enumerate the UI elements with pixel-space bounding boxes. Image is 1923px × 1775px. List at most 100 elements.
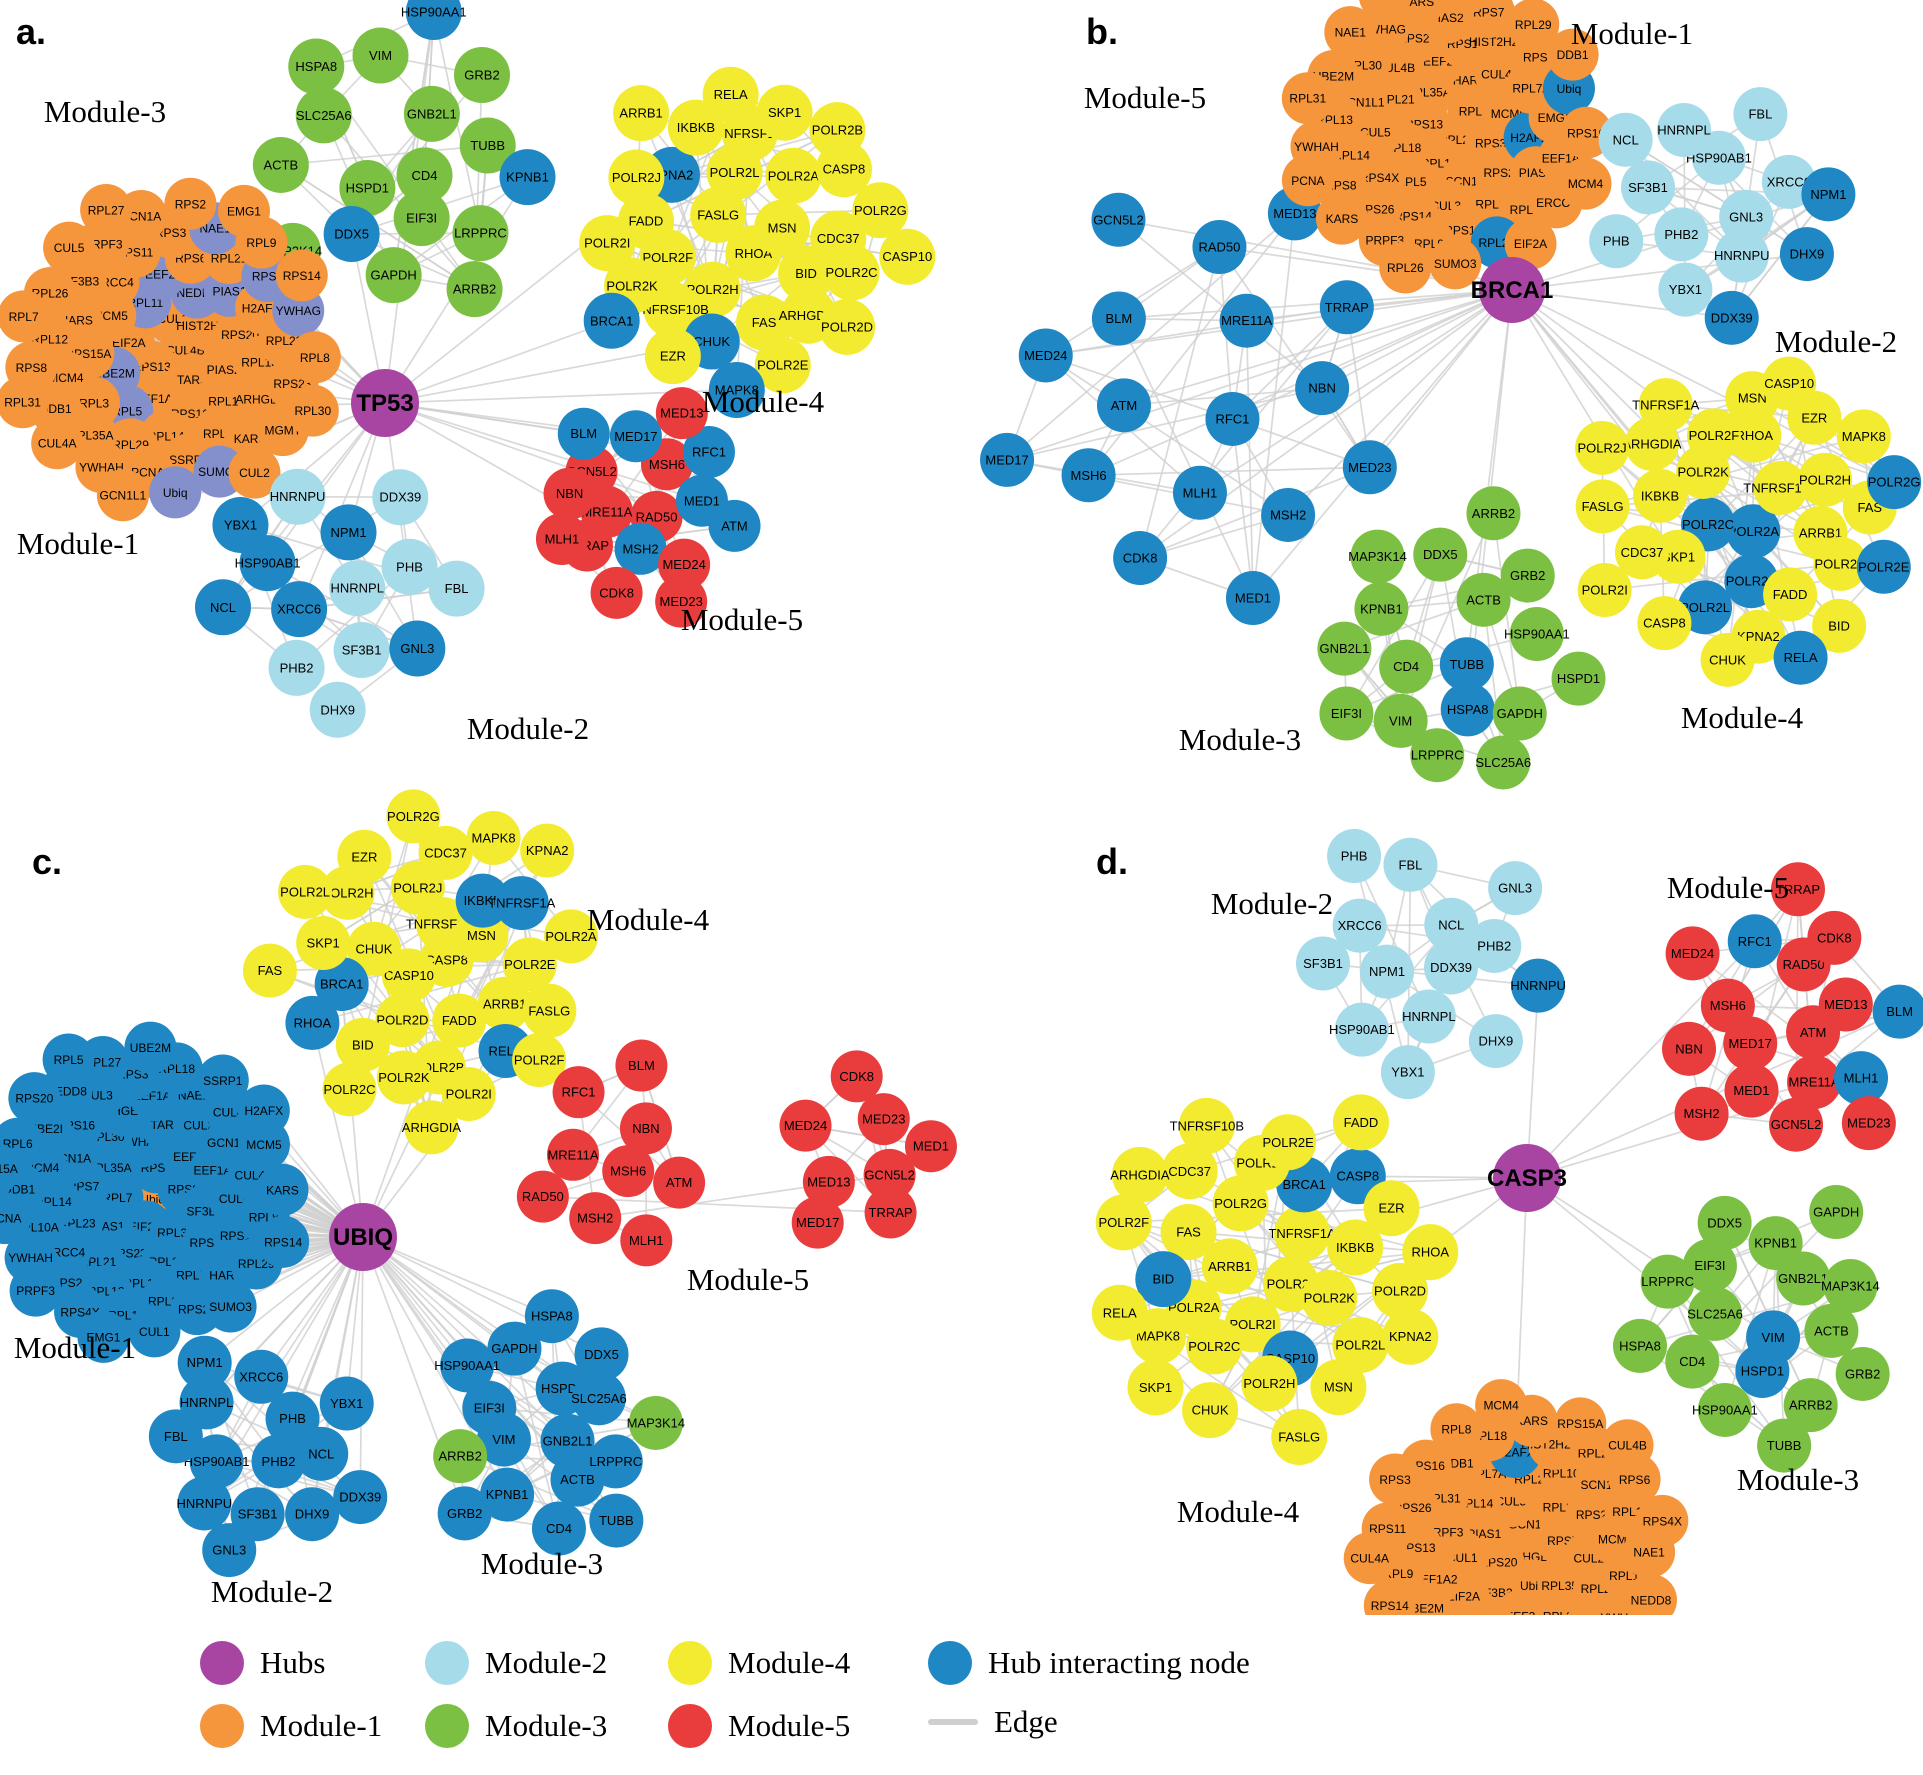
protein-node[interactable] xyxy=(252,136,309,193)
protein-node[interactable] xyxy=(365,247,422,304)
protein-node[interactable] xyxy=(1296,936,1351,991)
protein-node[interactable] xyxy=(296,915,351,970)
protein-node[interactable] xyxy=(779,1099,832,1152)
protein-node[interactable] xyxy=(702,66,759,123)
protein-node[interactable] xyxy=(329,560,386,617)
protein-node[interactable] xyxy=(1260,1114,1317,1171)
protein-node[interactable] xyxy=(614,522,667,575)
protein-node[interactable] xyxy=(1507,0,1560,51)
protein-node[interactable] xyxy=(1379,639,1434,694)
protein-node[interactable] xyxy=(1241,1355,1298,1412)
protein-node[interactable] xyxy=(1665,1334,1720,1389)
protein-node[interactable] xyxy=(1509,607,1564,662)
protein-node[interactable] xyxy=(1559,157,1612,210)
protein-node[interactable] xyxy=(1637,596,1692,651)
protein-node[interactable] xyxy=(43,221,96,274)
protein-node[interactable] xyxy=(531,1501,586,1556)
protein-node[interactable] xyxy=(1413,527,1468,582)
protein-node[interactable] xyxy=(1682,1238,1737,1293)
protein-node[interactable] xyxy=(31,417,84,470)
protein-node[interactable] xyxy=(736,294,793,351)
protein-node[interactable] xyxy=(278,864,333,919)
protein-node[interactable] xyxy=(520,823,575,878)
protein-node[interactable] xyxy=(1798,452,1853,507)
protein-node[interactable] xyxy=(1342,440,1397,495)
protein-node[interactable] xyxy=(608,149,665,206)
protein-node[interactable] xyxy=(195,579,252,636)
protein-node[interactable] xyxy=(1560,106,1613,159)
protein-node[interactable] xyxy=(1410,728,1465,783)
protein-node[interactable] xyxy=(1319,280,1374,335)
protein-node[interactable] xyxy=(1727,914,1782,969)
protein-node[interactable] xyxy=(1161,1143,1218,1200)
protein-node[interactable] xyxy=(1350,529,1405,584)
protein-node[interactable] xyxy=(1332,898,1387,953)
protein-node[interactable] xyxy=(1430,1403,1483,1456)
protein-node[interactable] xyxy=(1807,910,1862,965)
protein-node[interactable] xyxy=(1488,861,1543,916)
protein-node[interactable] xyxy=(1575,420,1630,475)
protein-node[interactable] xyxy=(1380,1045,1435,1100)
protein-node[interactable] xyxy=(96,469,149,522)
protein-node[interactable] xyxy=(552,1066,605,1119)
protein-node[interactable] xyxy=(1769,1097,1824,1152)
protein-node[interactable] xyxy=(1379,241,1432,294)
protein-node[interactable] xyxy=(1753,460,1808,515)
protein-node[interactable] xyxy=(863,1148,916,1201)
protein-node[interactable] xyxy=(1762,356,1817,411)
protein-node[interactable] xyxy=(1654,207,1709,262)
protein-node[interactable] xyxy=(516,1170,569,1223)
protein-node[interactable] xyxy=(1201,1238,1258,1295)
protein-node[interactable] xyxy=(499,149,556,206)
protein-node[interactable] xyxy=(579,215,636,272)
protein-node[interactable] xyxy=(403,85,460,142)
protein-node[interactable] xyxy=(441,1067,496,1122)
protein-node[interactable] xyxy=(1836,409,1891,464)
protein-node[interactable] xyxy=(1113,531,1168,586)
protein-node[interactable] xyxy=(602,1145,655,1198)
protein-node[interactable] xyxy=(1500,548,1555,603)
protein-node[interactable] xyxy=(202,1523,257,1578)
protein-node[interactable] xyxy=(809,102,866,159)
protein-node[interactable] xyxy=(1274,1205,1331,1262)
protein-node[interactable] xyxy=(288,38,345,95)
hub-node[interactable] xyxy=(1479,257,1545,323)
protein-node[interactable] xyxy=(879,228,936,285)
protein-node[interactable] xyxy=(0,376,49,429)
protein-node[interactable] xyxy=(323,206,380,263)
protein-node[interactable] xyxy=(8,1072,61,1125)
protein-node[interactable] xyxy=(42,1033,95,1086)
protein-node[interactable] xyxy=(1182,1382,1239,1439)
protein-node[interactable] xyxy=(1700,978,1755,1033)
protein-node[interactable] xyxy=(904,1120,957,1173)
protein-node[interactable] xyxy=(462,1380,517,1435)
protein-node[interactable] xyxy=(569,1192,622,1245)
protein-node[interactable] xyxy=(268,639,325,696)
protein-node[interactable] xyxy=(1332,1094,1389,1151)
protein-node[interactable] xyxy=(459,117,516,174)
protein-node[interactable] xyxy=(1091,1284,1148,1341)
protein-node[interactable] xyxy=(440,1338,495,1393)
protein-node[interactable] xyxy=(80,183,133,236)
protein-node[interactable] xyxy=(1633,468,1688,523)
protein-node[interactable] xyxy=(1636,1494,1689,1547)
protein-node[interactable] xyxy=(1546,28,1599,81)
protein-node[interactable] xyxy=(1439,0,1491,15)
protein-node[interactable] xyxy=(1700,632,1755,687)
protein-node[interactable] xyxy=(571,1371,626,1426)
protein-node[interactable] xyxy=(228,446,281,499)
protein-node[interactable] xyxy=(791,1196,844,1249)
protein-node[interactable] xyxy=(286,384,339,437)
protein-node[interactable] xyxy=(257,1215,310,1268)
protein-node[interactable] xyxy=(1823,1259,1878,1314)
protein-node[interactable] xyxy=(376,1050,431,1105)
protein-node[interactable] xyxy=(128,1305,181,1358)
protein-node[interactable] xyxy=(148,1409,203,1464)
protein-node[interactable] xyxy=(544,909,599,964)
protein-node[interactable] xyxy=(234,1349,289,1404)
protein-node[interactable] xyxy=(1383,837,1438,892)
protein-node[interactable] xyxy=(1310,1359,1367,1416)
protein-node[interactable] xyxy=(196,1054,249,1107)
protein-node[interactable] xyxy=(1281,154,1334,207)
protein-node[interactable] xyxy=(1841,1096,1896,1151)
